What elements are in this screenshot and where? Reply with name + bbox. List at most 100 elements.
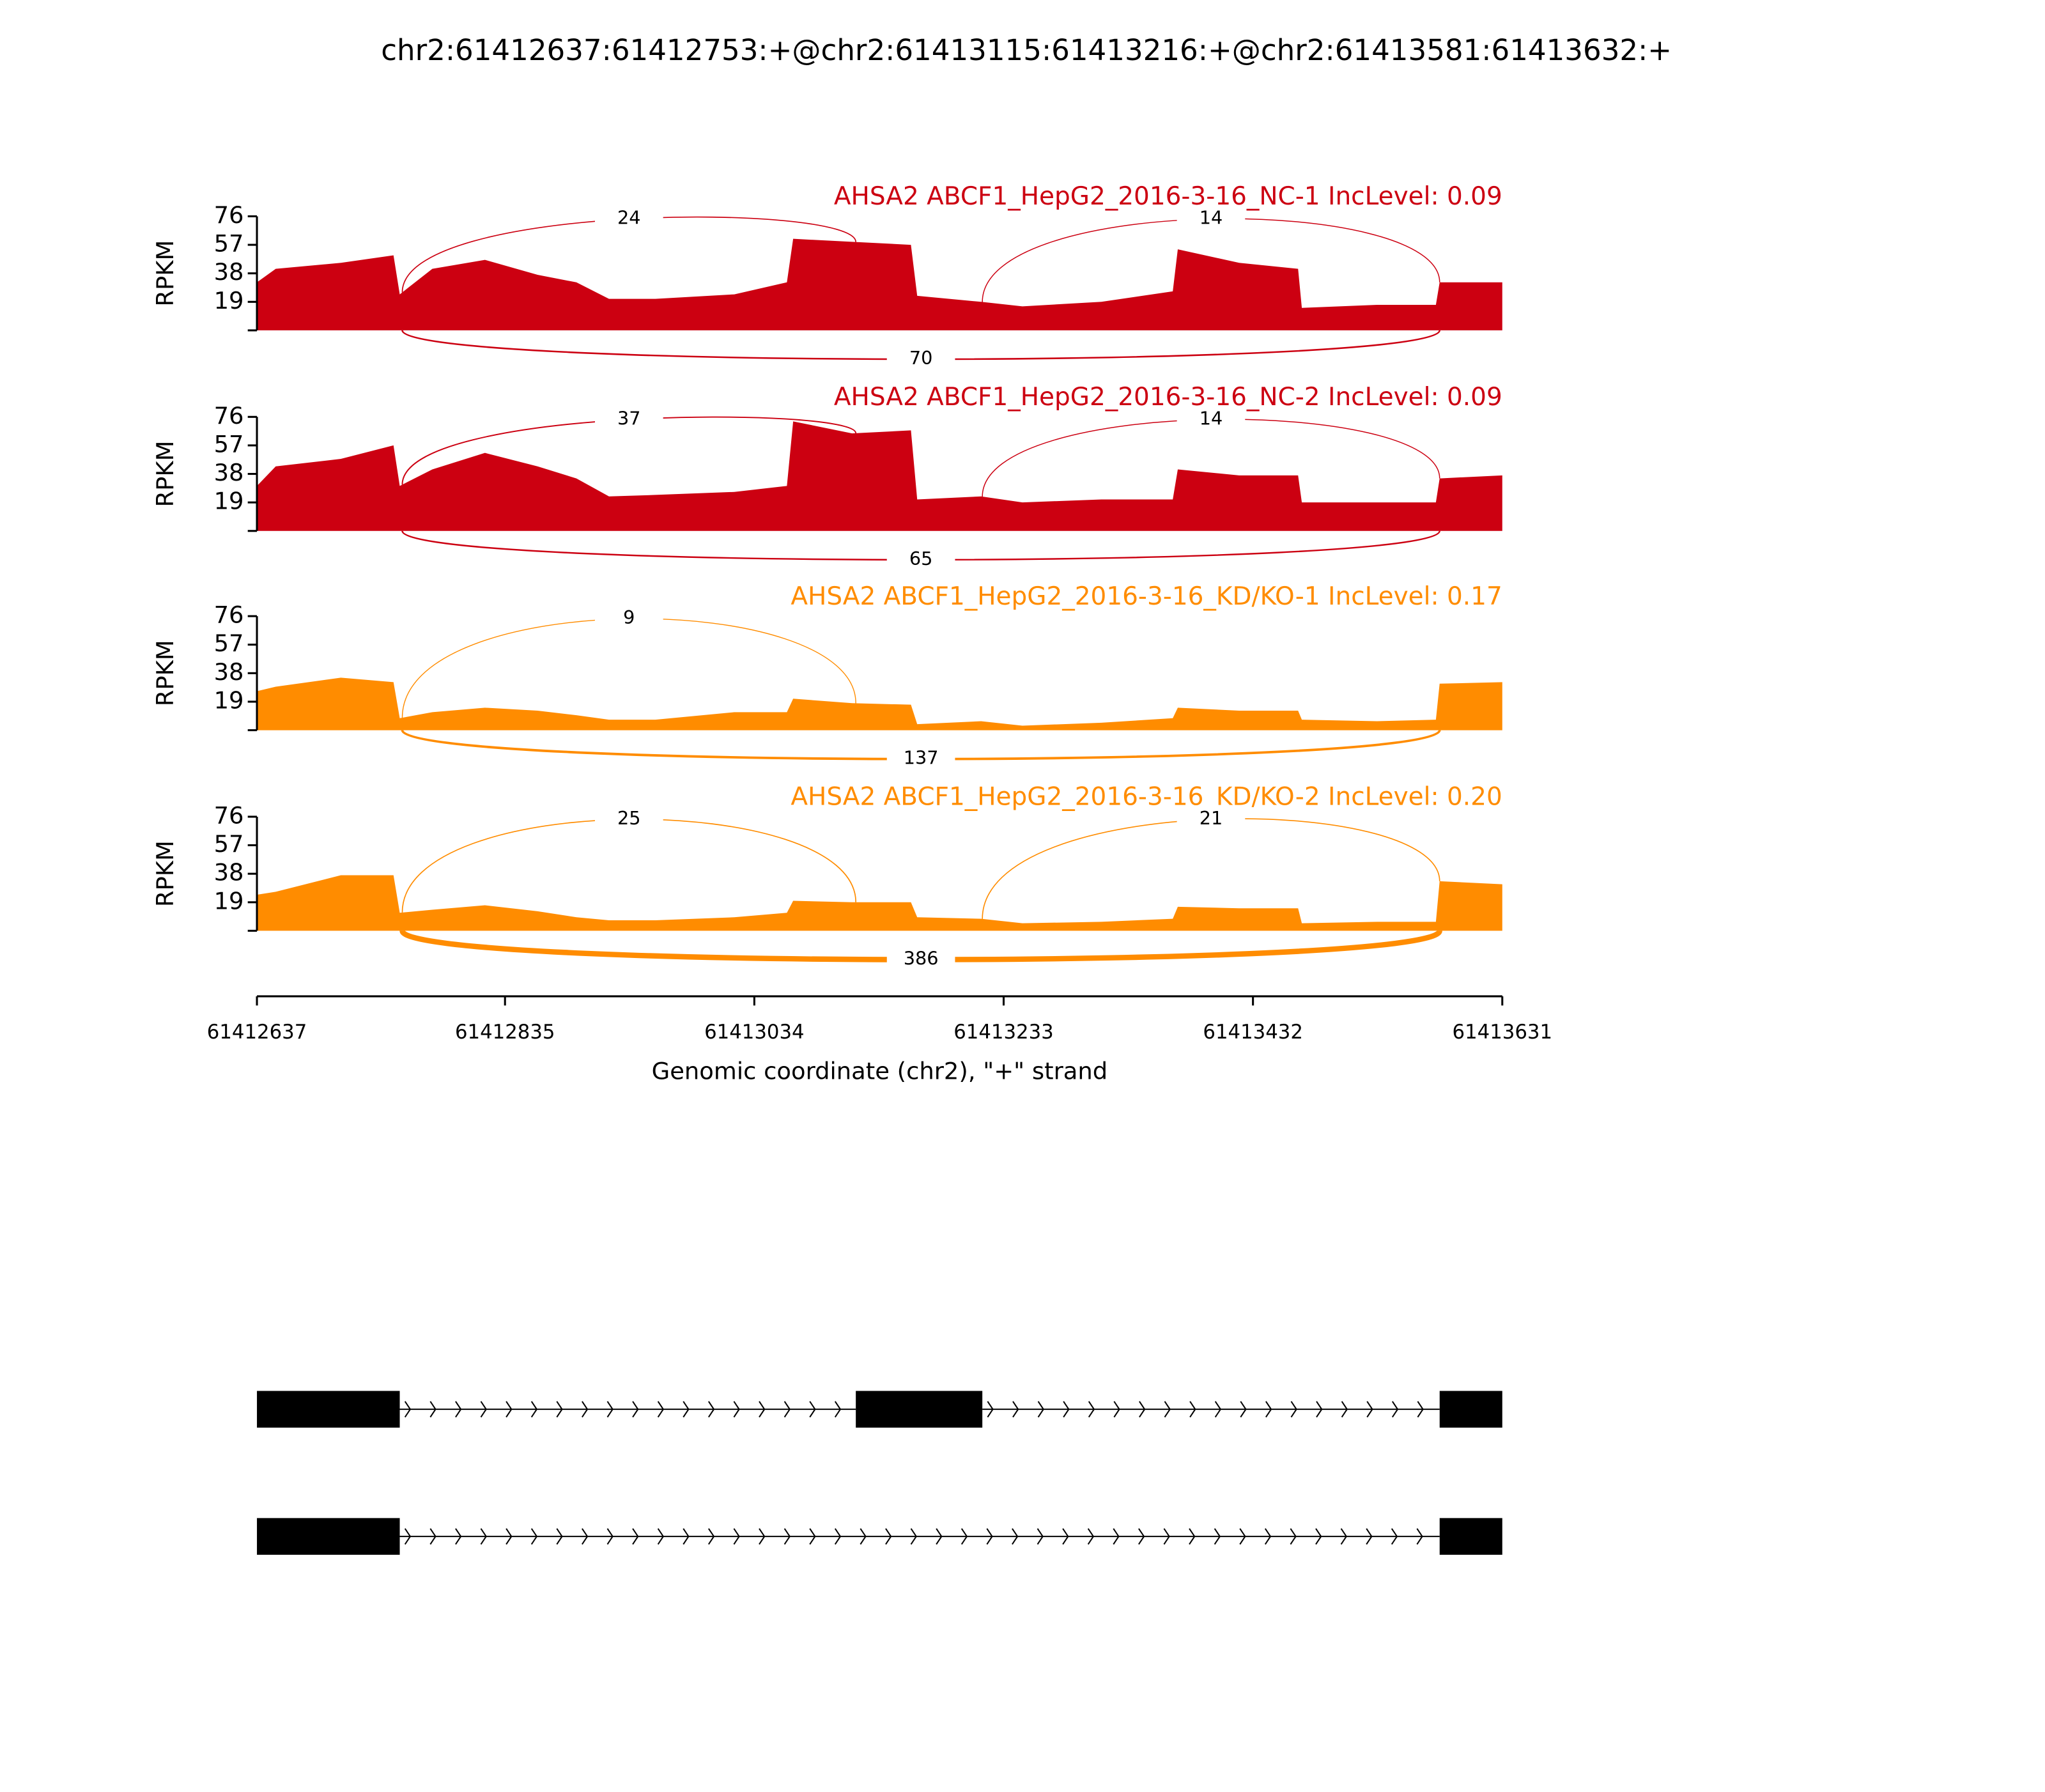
strand-chevron <box>910 1528 917 1545</box>
strand-chevron <box>1391 1528 1398 1545</box>
junction-label: 14 <box>1200 207 1223 229</box>
strand-chevron <box>759 1401 766 1418</box>
strand-chevron <box>632 1401 639 1418</box>
strand-chevron <box>606 1528 614 1545</box>
y-tick-label: 57 <box>214 630 244 657</box>
strand-chevron <box>1189 1401 1196 1418</box>
strand-chevron <box>505 1528 513 1545</box>
strand-chevron <box>809 1528 816 1545</box>
strand-chevron <box>1012 1528 1019 1545</box>
strand-chevron <box>961 1528 968 1545</box>
junction-label-bg <box>594 606 663 631</box>
y-tick-label: 57 <box>214 430 244 458</box>
junction-label: 25 <box>617 807 641 829</box>
junction-label-bg <box>594 207 663 231</box>
strand-chevron <box>783 1401 791 1418</box>
track-title: AHSA2 ABCF1_HepG2_2016-3-16_KD/KO-2 IncL… <box>791 783 1502 812</box>
exon <box>1439 1518 1502 1555</box>
x-axis-label: Genomic coordinate (chr2), "+" strand <box>652 1057 1108 1085</box>
strand-chevron <box>1214 1528 1221 1545</box>
strand-chevron <box>1062 1528 1069 1545</box>
junction-label: 65 <box>909 548 933 569</box>
strand-chevron <box>1417 1401 1424 1418</box>
strand-chevron <box>683 1528 690 1545</box>
strand-chevron <box>582 1528 589 1545</box>
y-tick-label: 38 <box>214 658 244 686</box>
strand-chevron <box>1189 1528 1196 1545</box>
strand-chevron <box>987 1401 994 1418</box>
y-tick-label: 38 <box>214 258 244 286</box>
y-tick-label: 76 <box>214 601 244 629</box>
strand-chevron <box>834 1528 842 1545</box>
junction-label: 386 <box>904 948 939 969</box>
y-tick-label: 76 <box>214 801 244 829</box>
junction-label: 37 <box>617 407 641 429</box>
strand-chevron <box>1265 1401 1272 1418</box>
strand-chevron <box>783 1528 791 1545</box>
strand-chevron <box>1416 1528 1423 1545</box>
exon <box>257 1391 400 1428</box>
x-tick-label: 61413631 <box>1453 1021 1553 1044</box>
strand-chevron <box>1340 1528 1348 1545</box>
strand-chevron <box>1063 1401 1070 1418</box>
y-tick-label: 57 <box>214 830 244 858</box>
strand-chevron <box>860 1528 867 1545</box>
strand-chevron <box>1290 1401 1297 1418</box>
strand-chevron <box>632 1528 639 1545</box>
strand-chevron <box>1214 1401 1222 1418</box>
strand-chevron <box>1239 1528 1246 1545</box>
junction-label: 21 <box>1200 807 1223 829</box>
strand-chevron <box>1290 1528 1297 1545</box>
strand-chevron <box>1088 1401 1095 1418</box>
strand-chevron <box>1037 1401 1044 1418</box>
strand-chevron <box>1366 1528 1373 1545</box>
coverage-area <box>257 677 1502 730</box>
strand-chevron <box>480 1401 487 1418</box>
strand-chevron <box>556 1401 563 1418</box>
strand-chevron <box>1139 1401 1146 1418</box>
junction-label: 70 <box>909 347 933 369</box>
track-title: AHSA2 ABCF1_HepG2_2016-3-16_NC-2 IncLeve… <box>834 383 1502 412</box>
coverage-area <box>257 421 1502 531</box>
y-axis-label: RPKM <box>151 840 179 907</box>
strand-chevron <box>809 1401 816 1418</box>
junction-label-bg <box>594 407 663 431</box>
strand-chevron <box>759 1528 766 1545</box>
junction-label: 9 <box>623 606 635 628</box>
strand-chevron <box>1341 1401 1348 1418</box>
strand-chevron <box>986 1528 993 1545</box>
strand-chevron <box>707 1528 715 1545</box>
strand-chevron <box>733 1528 740 1545</box>
x-tick-label: 61413432 <box>1203 1021 1303 1044</box>
strand-chevron <box>1316 1401 1323 1418</box>
strand-chevron <box>455 1401 462 1418</box>
strand-chevron <box>530 1528 538 1545</box>
track-title: AHSA2 ABCF1_HepG2_2016-3-16_NC-1 IncLeve… <box>834 182 1502 211</box>
strand-chevron <box>1366 1401 1373 1418</box>
strand-chevron <box>429 1401 436 1418</box>
strand-chevron <box>733 1401 740 1418</box>
strand-chevron <box>556 1528 563 1545</box>
strand-chevron <box>1012 1401 1019 1418</box>
exon <box>1439 1391 1502 1428</box>
strand-chevron <box>707 1401 715 1418</box>
junction-label-bg <box>594 807 663 831</box>
strand-chevron <box>834 1401 842 1418</box>
strand-chevron <box>936 1528 943 1545</box>
strand-chevron <box>683 1401 690 1418</box>
exon <box>856 1391 983 1428</box>
exon <box>257 1518 400 1555</box>
junction-label-bg <box>886 747 955 771</box>
strand-chevron <box>1138 1528 1145 1545</box>
y-axis-label: RPKM <box>151 441 179 507</box>
junction-label-bg <box>1177 407 1246 431</box>
y-tick-label: 76 <box>214 201 244 229</box>
strand-chevron <box>1164 1401 1171 1418</box>
junction-label-bg <box>886 948 955 971</box>
y-tick-label: 57 <box>214 230 244 258</box>
y-tick-label: 19 <box>214 488 244 515</box>
coverage-area <box>257 238 1502 330</box>
chart-title: chr2:61412637:61412753:+@chr2:61413115:6… <box>381 33 1672 67</box>
y-tick-label: 19 <box>214 686 244 714</box>
y-axis-label: RPKM <box>151 640 179 706</box>
